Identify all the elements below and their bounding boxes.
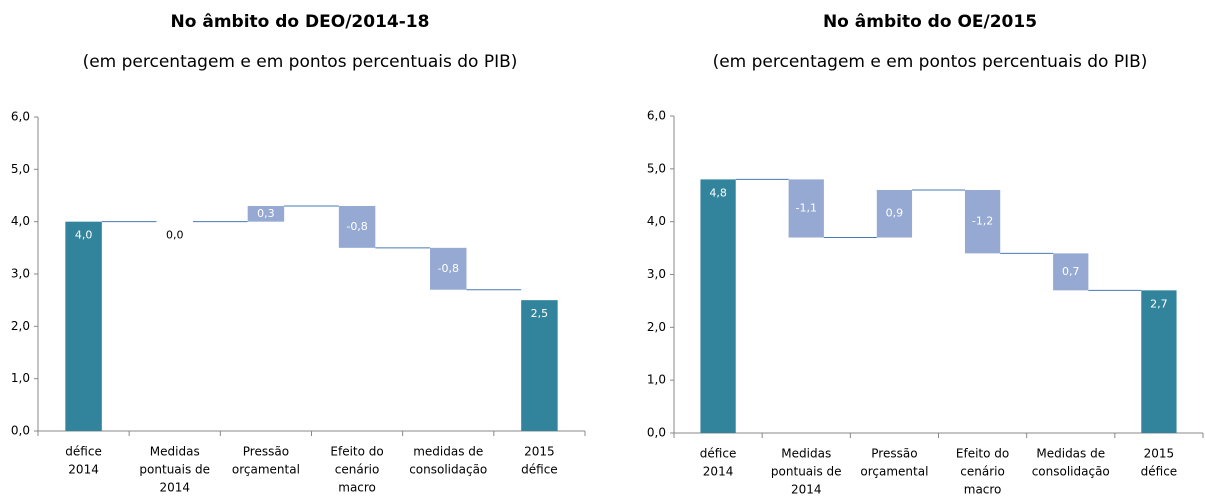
x-tick-label: défice [65,445,102,459]
x-tick-label: macro [964,483,1002,497]
bar [521,300,558,431]
value-label: 0,7 [1062,265,1080,278]
value-label: 4,8 [709,186,727,199]
bar [1141,290,1177,433]
y-tick-label: 0,0 [11,424,30,438]
y-tick-label: 5,0 [11,162,30,176]
x-tick-label: 2014 [159,481,190,495]
y-tick-label: 5,0 [647,161,666,175]
y-tick-label: 1,0 [647,373,666,387]
x-tick-label: pontuais de [139,463,210,477]
x-tick-label: consolidação [409,463,487,477]
x-tick-label: 2015 [524,445,555,459]
x-tick-label: pontuais de [771,465,842,479]
y-tick-label: 6,0 [647,109,666,123]
x-tick-label: défice [521,463,558,477]
value-label: -1,2 [972,215,993,228]
x-tick-label: défice [1141,465,1178,479]
value-label: 0,9 [886,207,904,220]
chart-title: No âmbito do DEO/2014-18 [171,12,430,32]
y-tick-label: 4,0 [11,214,30,228]
bar [430,247,467,290]
y-tick-label: 0,0 [647,426,666,440]
x-tick-label: Medidas [781,447,831,461]
x-tick-label: cenário [960,465,1005,479]
value-label: -0,8 [346,220,367,233]
x-tick-label: Medidas [150,445,200,459]
x-tick-label: 2015 [1144,447,1175,461]
bar [964,189,1001,254]
x-tick-label: Efeito do [330,445,383,459]
value-label: -1,1 [796,201,817,214]
chart-subtitle: (em percentagem e em pontos percentuais … [83,52,518,72]
x-tick-label: macro [338,481,376,495]
y-tick-label: 2,0 [647,320,666,334]
y-tick-label: 4,0 [647,214,666,228]
bar [788,179,824,238]
y-tick-label: 3,0 [11,267,30,281]
y-tick-label: 3,0 [647,267,666,281]
y-tick-label: 6,0 [11,110,30,124]
x-tick-label: 2014 [68,463,99,477]
y-tick-label: 2,0 [11,319,30,333]
bar [65,221,102,431]
x-tick-label: 2014 [791,483,822,497]
x-tick-label: orçamental [860,465,928,479]
value-label: 0,3 [257,207,275,220]
bar [1053,253,1089,291]
value-label: 2,5 [531,307,549,320]
x-tick-label: Medidas de [1036,447,1105,461]
x-tick-label: medidas de [413,445,483,459]
x-tick-label: orçamental [232,463,300,477]
x-tick-label: défice [700,447,737,461]
x-tick-label: Pressão [871,447,917,461]
value-label: 0,0 [166,229,184,242]
y-tick-label: 1,0 [11,371,30,385]
bar [876,189,913,238]
x-tick-label: Efeito do [956,447,1009,461]
value-label: 4,0 [75,229,93,242]
chart-title: No âmbito do OE/2015 [823,12,1037,32]
chart-subtitle: (em percentagem e em pontos percentuais … [713,52,1148,72]
x-tick-label: consolidação [1032,465,1110,479]
x-tick-label: 2014 [703,465,734,479]
bar [247,205,285,222]
value-label: 2,7 [1150,297,1168,310]
bar [338,205,376,248]
bar [700,179,736,433]
value-label: -0,8 [438,262,459,275]
x-tick-label: Pressão [243,445,289,459]
x-tick-label: cenário [335,463,380,477]
